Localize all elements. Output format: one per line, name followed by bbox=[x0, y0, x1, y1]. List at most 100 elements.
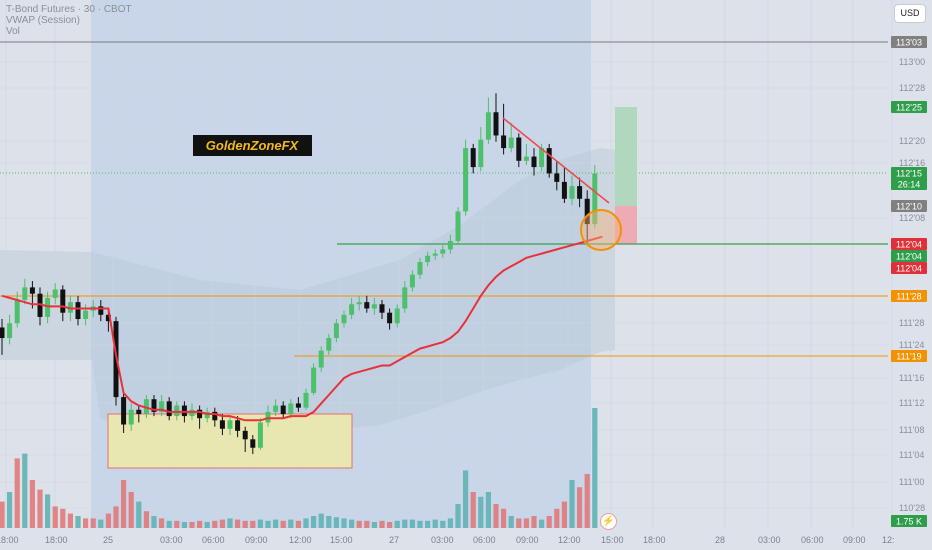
volume-bar bbox=[447, 518, 453, 528]
candle-body bbox=[22, 287, 28, 301]
candle-body bbox=[212, 411, 218, 421]
price-tick: 111'12 bbox=[899, 398, 924, 408]
price-tag-s2 bbox=[891, 350, 927, 362]
candle-body bbox=[143, 399, 149, 414]
price-tag-label: 112'15 bbox=[896, 169, 922, 179]
time-label: 03:00 bbox=[431, 535, 454, 545]
volume-bar bbox=[83, 518, 89, 528]
candle-body bbox=[227, 420, 233, 429]
candle-body bbox=[136, 409, 142, 414]
volume-bar bbox=[288, 519, 294, 528]
candle-body bbox=[303, 392, 309, 408]
candle-body bbox=[356, 302, 362, 305]
volume-bar bbox=[516, 518, 522, 528]
candle-body bbox=[105, 314, 111, 322]
time-label: 09:00 bbox=[516, 535, 539, 545]
candle-body bbox=[394, 308, 400, 324]
price-tick: 113'00 bbox=[899, 57, 925, 67]
volume-bar bbox=[98, 519, 104, 528]
volume-bar bbox=[470, 492, 476, 528]
candles bbox=[0, 93, 598, 455]
candle-body bbox=[508, 137, 514, 149]
volume-bar bbox=[136, 501, 142, 528]
candle-body bbox=[463, 148, 469, 212]
volume-bar bbox=[577, 487, 583, 528]
candle-body bbox=[295, 403, 301, 408]
volume-bar bbox=[478, 496, 484, 528]
candle-body bbox=[333, 323, 339, 339]
volume-bar bbox=[364, 520, 370, 528]
price-tag-label: 112'04 bbox=[896, 264, 922, 274]
candle-body bbox=[128, 409, 134, 425]
volume-bar bbox=[584, 474, 590, 528]
time-label: 03:00 bbox=[160, 535, 183, 545]
candle-body bbox=[235, 420, 241, 431]
lightning-icon[interactable]: ⚡ bbox=[600, 513, 617, 530]
trendline bbox=[502, 117, 610, 204]
time-label: 03:00 bbox=[758, 535, 781, 545]
price-tag-vol bbox=[891, 515, 927, 527]
time-label: 09:00 bbox=[843, 535, 866, 545]
volume-bar bbox=[409, 519, 415, 528]
volume-bar bbox=[485, 492, 491, 528]
price-tick: 111'24 bbox=[899, 340, 924, 350]
volume-bars bbox=[0, 408, 598, 528]
price-tag-e3 bbox=[891, 262, 927, 274]
volume-bar bbox=[493, 504, 499, 528]
candle-body bbox=[409, 274, 415, 288]
price-tag-tp bbox=[891, 101, 927, 113]
time-label: 27 bbox=[389, 535, 399, 545]
volume-bar bbox=[75, 516, 81, 528]
candle-body bbox=[181, 405, 187, 417]
candle-body bbox=[197, 409, 203, 419]
price-tag-label: 113'03 bbox=[896, 38, 922, 48]
volume-bar bbox=[455, 504, 461, 528]
volume-bar bbox=[227, 518, 233, 528]
candle-body bbox=[523, 156, 529, 161]
currency-button[interactable]: USD bbox=[894, 4, 926, 23]
price-tag-label: 112'25 bbox=[896, 103, 922, 113]
symbol-title: T-Bond Futures · 30 · CBOT bbox=[6, 4, 132, 15]
time-label: 15:00 bbox=[601, 535, 624, 545]
candle-body bbox=[75, 302, 81, 320]
watermark-box bbox=[193, 135, 312, 156]
candle-body bbox=[273, 405, 279, 412]
price-tick: 110'28 bbox=[899, 503, 925, 513]
time-label: 18:00 bbox=[643, 535, 666, 545]
volume-bar bbox=[295, 520, 301, 528]
candle-body bbox=[425, 255, 431, 263]
volume-bar bbox=[531, 516, 537, 528]
watermark-text: GoldenZoneFX bbox=[206, 138, 300, 153]
volume-bar bbox=[387, 522, 393, 528]
volume-bar bbox=[554, 508, 560, 528]
candle-body bbox=[592, 173, 598, 225]
volume-bar bbox=[546, 516, 552, 528]
volume-bar bbox=[242, 520, 248, 528]
touch-highlight-circle bbox=[580, 209, 622, 251]
price-tick: 112'08 bbox=[899, 213, 925, 223]
candle-body bbox=[341, 314, 347, 324]
candle-body bbox=[204, 411, 210, 419]
volume-bar bbox=[273, 519, 279, 528]
volume-bar bbox=[425, 520, 431, 528]
candle-body bbox=[151, 399, 157, 412]
time-label: 15:00 bbox=[330, 535, 353, 545]
candle-body bbox=[288, 403, 294, 414]
volume-bar bbox=[181, 522, 187, 528]
price-tick: 111'28 bbox=[899, 318, 924, 328]
time-label: 12:00 bbox=[558, 535, 581, 545]
candle-body bbox=[14, 300, 20, 324]
vwap-legend: VWAP (Session) bbox=[6, 15, 80, 26]
price-tag-label: 112'10 bbox=[896, 202, 922, 212]
candle-body bbox=[577, 186, 583, 199]
time-label: 12: bbox=[882, 535, 895, 545]
candle-body bbox=[280, 405, 286, 414]
candle-body bbox=[546, 148, 552, 174]
time-label: 18:00 bbox=[45, 535, 68, 545]
candle-body bbox=[364, 302, 370, 309]
candle-body bbox=[98, 306, 104, 315]
volume-bar bbox=[523, 518, 529, 528]
candle-body bbox=[470, 148, 476, 168]
price-tick: 112'16 bbox=[899, 158, 925, 168]
